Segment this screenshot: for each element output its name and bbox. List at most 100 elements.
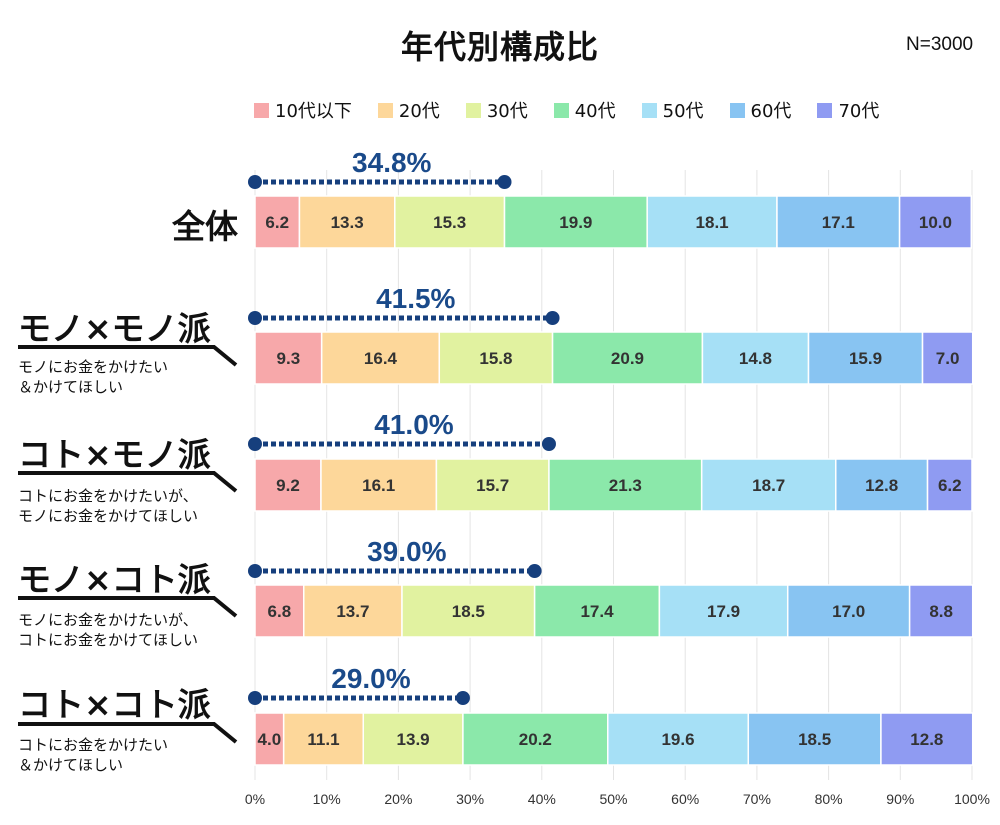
legend-item: 30代 [465,97,528,123]
segment-value-label: 13.3 [331,213,364,232]
segment-value-label: 12.8 [865,476,898,495]
legend: 10代以下 20代 30代 40代 50代 60代 70代 [254,97,905,123]
bar-segment [548,458,703,512]
legend-label: 10代以下 [275,101,352,122]
bar-segment [320,331,441,385]
group-title-mono-koto: モノ×コト派 [18,560,211,599]
segment-value-label: 6.8 [268,602,292,621]
bar-segment [898,195,973,249]
segment-value-label: 9.2 [276,476,300,495]
segment-value-label: 19.6 [661,730,694,749]
x-tick-label: 0% [245,791,265,807]
legend-swatch [729,102,745,118]
bar-segment [700,458,837,512]
bar-segment [776,195,901,249]
cumulative-total-label: 34.8% [352,147,431,178]
group-bracket-line [18,471,238,493]
legend-swatch [377,102,393,118]
bar-segment [435,458,550,512]
segment-value-label: 18.1 [696,213,729,232]
segment-value-label: 14.8 [739,349,772,368]
segment-value-label: 15.7 [476,476,509,495]
x-tick-label: 70% [743,791,771,807]
segment-value-label: 13.9 [397,730,430,749]
legend-swatch [254,102,269,118]
line-start-dot [248,311,262,325]
segment-value-label: 12.8 [910,730,943,749]
line-end-dot [455,691,470,705]
x-tick-label: 50% [599,791,627,807]
x-tick-label: 100% [954,791,990,807]
bar-segment [462,712,609,766]
segment-value-label: 6.2 [265,213,289,232]
legend-item: 40代 [553,97,616,123]
legend-swatch [553,102,569,118]
legend-label: 40代 [574,101,616,122]
group-bracket-line [18,596,238,618]
bar-segment [320,458,438,512]
bar-segment [362,712,464,766]
segment-value-label: 18.7 [752,476,785,495]
group-desc-mono-koto: モノにお金をかけたいが、 コトにお金をかけてほしい [18,611,199,649]
legend-label: 30代 [486,101,528,122]
segment-value-label: 16.1 [362,476,395,495]
x-tick-label: 20% [384,791,412,807]
legend-item: 70代 [817,97,879,123]
bar-segment [880,712,974,766]
legend-swatch [817,102,833,118]
segment-value-label: 13.7 [336,602,369,621]
segment-value-label: 17.4 [580,602,614,621]
bar-segment [921,331,974,385]
group-bracket-line [18,345,238,367]
x-tick-label: 90% [886,791,914,807]
segment-value-label: 9.3 [277,349,301,368]
legend-label: 20代 [398,101,440,122]
legend-swatch [641,102,657,118]
segment-value-label: 11.1 [307,730,339,749]
segment-value-label: 17.0 [832,602,865,621]
group-desc-koto-mono: コトにお金をかけたいが、 モノにお金をかけてほしい [18,487,199,525]
segment-value-label: 19.9 [559,213,592,232]
legend-item: 20代 [377,97,440,123]
segment-value-label: 8.8 [929,602,953,621]
legend-label: 70代 [838,101,880,122]
segment-value-label: 18.5 [798,730,831,749]
group-bracket-line [18,722,238,744]
bar-segment [607,712,750,766]
segment-value-label: 17.1 [822,213,855,232]
group-title-koto-koto: コト×コト派 [18,685,211,724]
x-tick-label: 60% [671,791,699,807]
segment-value-label: 15.9 [849,349,882,368]
bar-segment [533,584,661,638]
segment-value-label: 15.3 [433,213,466,232]
segment-value-label: 15.8 [479,349,512,368]
bar-segment [438,331,554,385]
line-start-dot [248,175,262,189]
bar-segment [254,584,305,638]
segment-value-label: 20.2 [519,730,552,749]
cumulative-total-label: 29.0% [331,663,410,694]
segment-value-label: 16.4 [364,349,398,368]
line-start-dot [248,691,262,705]
line-end-dot [497,175,512,189]
bar-segment [551,331,704,385]
chart-title: 年代別構成比 [400,28,599,66]
segment-value-label: 21.3 [609,476,642,495]
line-start-dot [248,437,262,451]
bar-segment [503,195,648,249]
group-title-koto-mono: コト×モノ派 [18,435,211,474]
bar-segment [254,331,323,385]
line-end-dot [545,311,560,325]
bar-segment [646,195,778,249]
legend-label: 50代 [662,101,704,122]
segment-value-label: 20.9 [611,349,644,368]
line-start-dot [248,564,262,578]
segment-value-label: 10.0 [919,213,952,232]
bar-segment [658,584,789,638]
legend-label: 60代 [750,101,792,122]
segment-value-label: 18.5 [452,602,485,621]
cumulative-total-label: 39.0% [367,536,446,567]
cumulative-total-label: 41.0% [374,409,453,440]
group-desc-mono-mono: モノにお金をかけたい ＆かけてほしい [18,358,169,396]
